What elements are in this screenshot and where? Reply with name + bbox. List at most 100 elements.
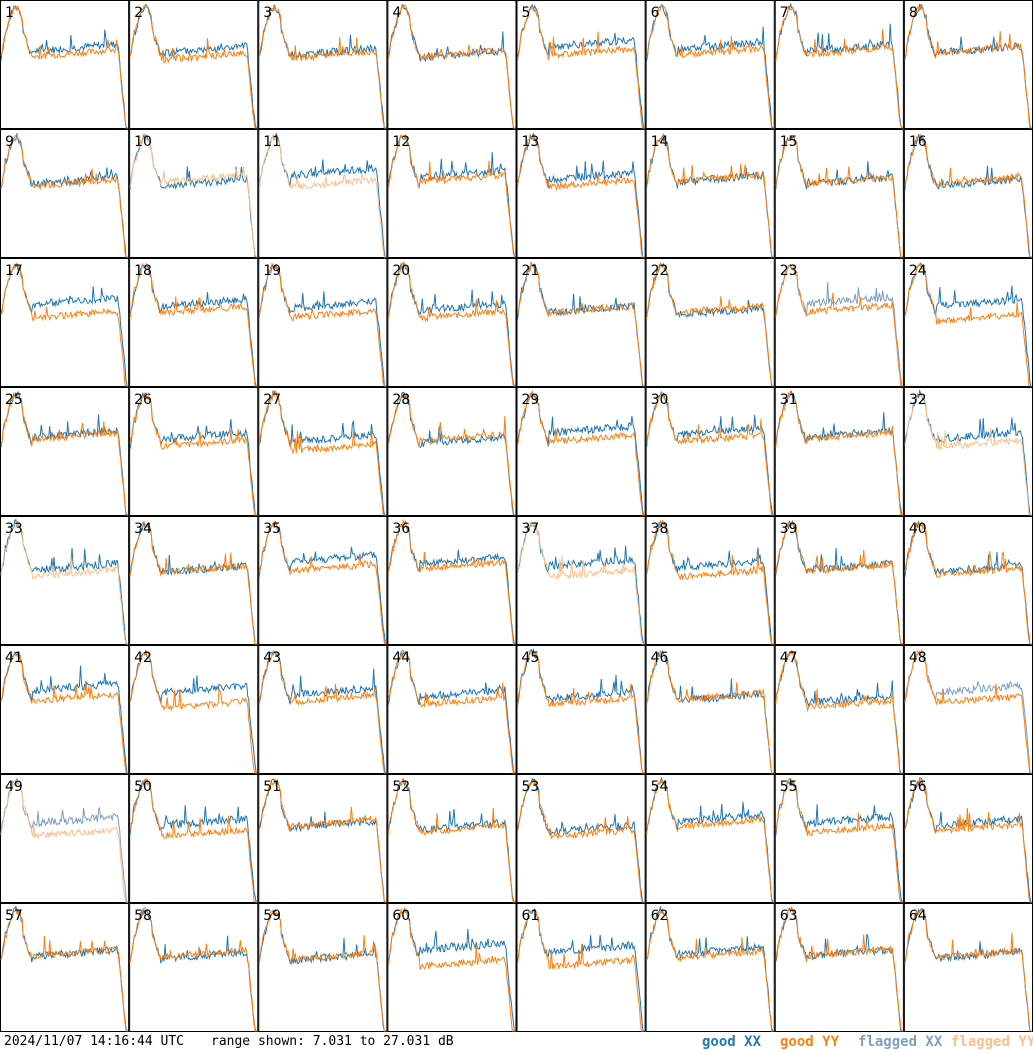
legend-flagged-yy: flagged YY — [951, 1034, 1033, 1050]
panel-label: 37 — [522, 521, 540, 537]
panel-54: 54 — [645, 774, 775, 903]
series-yy-line — [646, 650, 774, 774]
panel-31: 31 — [774, 387, 904, 516]
series-yy-line — [775, 263, 903, 387]
panel-frame — [387, 387, 517, 516]
panel-label: 40 — [909, 521, 927, 537]
series-yy-line — [387, 392, 516, 516]
series-yy-line — [646, 132, 774, 258]
panel-47: 47 — [774, 645, 904, 774]
panel-25: 25 — [0, 387, 130, 516]
panel-15: 15 — [774, 129, 904, 258]
panel-frame — [645, 258, 775, 387]
panel-23: 23 — [774, 258, 904, 387]
legend-good-xx: good XX — [702, 1034, 762, 1050]
panel-label: 46 — [651, 650, 669, 666]
panel-frame — [258, 516, 388, 645]
panel-30: 30 — [645, 387, 775, 516]
series-yy-line — [904, 907, 1032, 1032]
panel-9: 9 — [0, 129, 130, 258]
panel-frame — [387, 0, 517, 129]
panel-label: 28 — [392, 392, 410, 408]
panel-frame — [258, 903, 388, 1032]
panel-45: 45 — [516, 645, 646, 774]
panel-40: 40 — [903, 516, 1033, 645]
panel-label: 54 — [651, 779, 669, 795]
panel-6: 6 — [645, 0, 775, 129]
series-yy-line — [904, 392, 1032, 516]
series-yy-line — [258, 908, 387, 1032]
series-yy-line — [0, 133, 129, 258]
panel-label: 32 — [909, 392, 927, 408]
panel-label: 53 — [522, 779, 540, 795]
series-yy-line — [904, 778, 1032, 903]
series-yy-line — [904, 133, 1032, 258]
series-yy-line — [258, 4, 387, 129]
panel-16: 16 — [903, 129, 1033, 258]
series-yy-line — [775, 134, 903, 258]
series-yy-line — [0, 263, 129, 387]
series-yy-line — [775, 390, 903, 516]
series-yy-line — [129, 907, 258, 1032]
series-xx-line — [387, 907, 516, 1032]
panel-frame — [0, 0, 130, 129]
panel-frame — [129, 387, 259, 516]
panel-label: 24 — [909, 263, 927, 279]
series-yy-line — [517, 261, 645, 387]
panel-frame — [516, 516, 646, 645]
panel-8: 8 — [903, 0, 1033, 129]
panel-label: 1 — [5, 5, 14, 21]
series-yy-line — [258, 262, 387, 387]
series-yy-line — [387, 261, 516, 387]
panel-frame — [903, 903, 1033, 1032]
panel-label: 20 — [392, 263, 410, 279]
series-yy-line — [517, 651, 645, 774]
panel-label: 44 — [392, 650, 410, 666]
series-yy-line — [646, 263, 774, 387]
panel-11: 11 — [258, 129, 388, 258]
panel-29: 29 — [516, 387, 646, 516]
panel-label: 60 — [392, 908, 410, 924]
panel-frame — [0, 516, 130, 645]
panel-53: 53 — [516, 774, 646, 903]
series-yy-line — [775, 777, 903, 903]
panel-37: 37 — [516, 516, 646, 645]
panel-label: 5 — [522, 5, 531, 21]
series-yy-line — [258, 390, 387, 516]
panel-frame — [645, 645, 775, 774]
footer: 2024/11/07 14:16:44 UTC range shown: 7.0… — [0, 1032, 1033, 1053]
series-yy-line — [646, 4, 774, 129]
panel-frame — [516, 387, 646, 516]
panel-frame — [903, 774, 1033, 903]
panel-frame — [645, 516, 775, 645]
panel-label: 17 — [5, 263, 23, 279]
panel-label: 9 — [5, 134, 14, 150]
panel-2: 2 — [129, 0, 259, 129]
panel-36: 36 — [387, 516, 517, 645]
panel-label: 6 — [651, 5, 660, 21]
panel-label: 22 — [651, 263, 669, 279]
series-yy-line — [0, 780, 129, 903]
panel-frame — [387, 129, 517, 258]
series-yy-line — [129, 520, 258, 645]
panel-frame — [129, 0, 259, 129]
panel-24: 24 — [903, 258, 1033, 387]
panel-13: 13 — [516, 129, 646, 258]
panel-label: 56 — [909, 779, 927, 795]
panel-14: 14 — [645, 129, 775, 258]
panel-frame — [387, 258, 517, 387]
panel-frame — [387, 516, 517, 645]
panel-frame — [516, 129, 646, 258]
series-yy-line — [258, 521, 387, 645]
panel-label: 16 — [909, 134, 927, 150]
series-yy-line — [646, 908, 774, 1032]
panel-1: 1 — [0, 0, 130, 129]
panel-12: 12 — [387, 129, 517, 258]
series-yy-line — [387, 518, 516, 645]
panel-21: 21 — [516, 258, 646, 387]
panel-46: 46 — [645, 645, 775, 774]
panel-label: 52 — [392, 779, 410, 795]
series-yy-line — [775, 521, 903, 645]
panel-label: 49 — [5, 779, 23, 795]
panel-label: 7 — [780, 5, 789, 21]
